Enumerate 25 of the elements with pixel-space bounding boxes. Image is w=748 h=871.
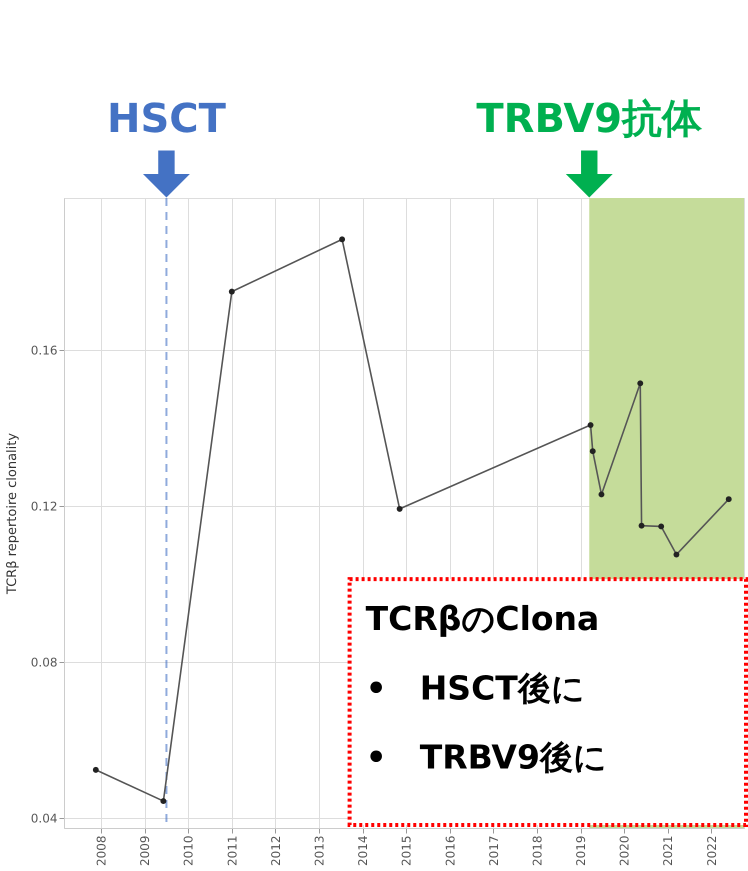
y-tick-label: 0.04: [30, 812, 58, 826]
x-tick-label: 2011: [225, 836, 240, 866]
y-tick-label: 0.16: [30, 344, 58, 358]
x-tick-label: 2015: [400, 836, 414, 866]
x-tick-label: 2014: [356, 836, 370, 866]
x-tick-label: 2013: [312, 836, 326, 866]
annotation: • TRBV9後に: [366, 738, 607, 777]
x-tick-label: 2020: [618, 836, 632, 866]
x-tick-label: 2022: [704, 836, 719, 866]
x-tick-label: 2018: [530, 836, 544, 866]
y-tick-label: 0.12: [30, 500, 58, 514]
x-tick-label: 2010: [182, 836, 196, 866]
y-axis-title: TCRβ repertoire clonality: [4, 432, 20, 596]
x-tick-label: 2017: [486, 836, 501, 866]
x-tick-label: 2016: [443, 836, 458, 866]
annotation: TCRβのClona: [366, 599, 600, 638]
x-tick-label: 2009: [138, 836, 152, 866]
annotation: • HSCT後に: [366, 668, 585, 708]
x-tick-label: 2012: [268, 836, 283, 866]
x-tick-label: 2021: [661, 836, 676, 866]
ref-line-label: HSCT: [106, 96, 227, 142]
band-label: TRBV9抗体: [476, 96, 704, 142]
y-tick-label: 0.08: [30, 656, 58, 670]
x-tick-label: 2008: [94, 836, 109, 866]
x-tick-label: 2019: [574, 836, 588, 866]
